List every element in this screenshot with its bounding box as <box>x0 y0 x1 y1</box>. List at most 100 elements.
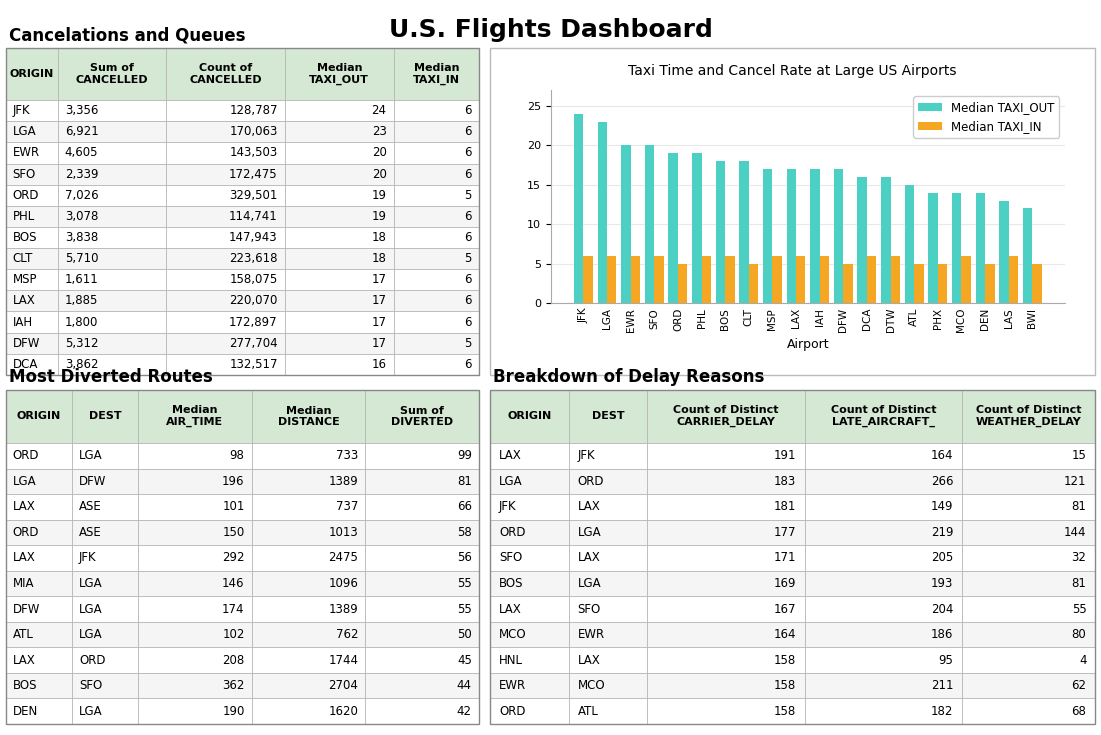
Text: 4,605: 4,605 <box>65 146 98 159</box>
Text: DEST: DEST <box>591 412 624 421</box>
Text: ASE: ASE <box>79 501 101 514</box>
Bar <box>805 648 962 673</box>
Text: 2,339: 2,339 <box>65 168 98 181</box>
Bar <box>285 269 394 290</box>
Bar <box>490 545 569 571</box>
Bar <box>569 390 647 443</box>
Bar <box>6 443 72 469</box>
Bar <box>866 256 876 303</box>
Bar <box>6 227 57 248</box>
Bar <box>166 248 285 269</box>
Text: U.S. Flights Dashboard: U.S. Flights Dashboard <box>389 18 712 43</box>
Text: ORD: ORD <box>79 653 106 667</box>
Text: 5: 5 <box>465 337 472 350</box>
Bar <box>569 469 647 494</box>
Bar <box>569 622 647 648</box>
Text: 2704: 2704 <box>328 679 358 692</box>
Text: 1389: 1389 <box>328 603 358 615</box>
Bar <box>366 390 479 443</box>
Bar <box>57 143 166 163</box>
Bar <box>693 154 701 303</box>
Bar <box>569 673 647 698</box>
Bar <box>490 596 569 622</box>
Bar <box>647 545 805 571</box>
Text: LAX: LAX <box>12 653 35 667</box>
Bar <box>647 443 805 469</box>
Bar <box>138 673 252 698</box>
Text: 196: 196 <box>222 475 244 488</box>
Bar <box>938 264 947 303</box>
Bar <box>881 177 891 303</box>
Bar <box>621 146 631 303</box>
Text: 62: 62 <box>1071 679 1087 692</box>
Bar <box>647 596 805 622</box>
Bar <box>962 622 1095 648</box>
Bar <box>285 248 394 269</box>
Text: 292: 292 <box>222 551 244 564</box>
Legend: Median TAXI_OUT, Median TAXI_IN: Median TAXI_OUT, Median TAXI_IN <box>914 96 1059 137</box>
Text: LGA: LGA <box>79 577 102 590</box>
Text: 1013: 1013 <box>328 526 358 539</box>
Bar <box>569 571 647 596</box>
Bar <box>962 673 1095 698</box>
Bar <box>166 312 285 332</box>
Text: 150: 150 <box>222 526 244 539</box>
Text: 6: 6 <box>465 273 472 286</box>
Text: BOS: BOS <box>499 577 524 590</box>
Bar <box>490 698 569 724</box>
Bar <box>252 520 366 545</box>
Bar <box>654 256 664 303</box>
Bar <box>490 443 569 469</box>
Text: ORIGIN: ORIGIN <box>17 412 61 421</box>
Text: 177: 177 <box>773 526 796 539</box>
Text: 2475: 2475 <box>328 551 358 564</box>
Bar <box>252 673 366 698</box>
Text: 144: 144 <box>1064 526 1087 539</box>
Text: ORD: ORD <box>12 526 40 539</box>
Bar <box>962 390 1095 443</box>
Text: LGA: LGA <box>499 475 523 488</box>
Text: 204: 204 <box>930 603 953 615</box>
Bar <box>6 121 57 143</box>
Bar <box>805 571 962 596</box>
Text: 17: 17 <box>372 315 386 329</box>
Bar <box>394 121 479 143</box>
Bar <box>57 332 166 354</box>
Bar <box>6 673 72 698</box>
Text: 147,943: 147,943 <box>229 231 277 244</box>
Text: LGA: LGA <box>12 475 36 488</box>
Bar <box>805 622 962 648</box>
Bar <box>72 648 138 673</box>
Text: ATL: ATL <box>12 628 33 641</box>
Bar <box>252 648 366 673</box>
Text: IAH: IAH <box>12 315 33 329</box>
Bar <box>985 264 994 303</box>
Text: LGA: LGA <box>12 125 36 138</box>
Bar <box>805 698 962 724</box>
Text: 45: 45 <box>457 653 472 667</box>
Text: 6: 6 <box>465 210 472 223</box>
Bar <box>57 100 166 121</box>
Text: 266: 266 <box>930 475 953 488</box>
Text: Count of Distinct
LATE_AIRCRAFT_: Count of Distinct LATE_AIRCRAFT_ <box>831 406 936 427</box>
Text: 5: 5 <box>465 252 472 265</box>
Text: 44: 44 <box>457 679 472 692</box>
Text: 81: 81 <box>457 475 472 488</box>
Bar <box>285 121 394 143</box>
Bar <box>819 256 829 303</box>
Text: 20: 20 <box>372 168 386 181</box>
Text: 211: 211 <box>930 679 953 692</box>
Bar <box>57 312 166 332</box>
Text: 5,312: 5,312 <box>65 337 98 350</box>
Bar <box>6 520 72 545</box>
Text: 193: 193 <box>930 577 953 590</box>
Bar <box>569 443 647 469</box>
Bar <box>805 520 962 545</box>
Text: LAX: LAX <box>12 295 35 307</box>
Bar <box>6 648 72 673</box>
Text: 1096: 1096 <box>328 577 358 590</box>
Bar <box>962 443 1095 469</box>
Text: 3,862: 3,862 <box>65 358 98 370</box>
Text: 42: 42 <box>457 705 472 717</box>
Bar <box>805 494 962 520</box>
